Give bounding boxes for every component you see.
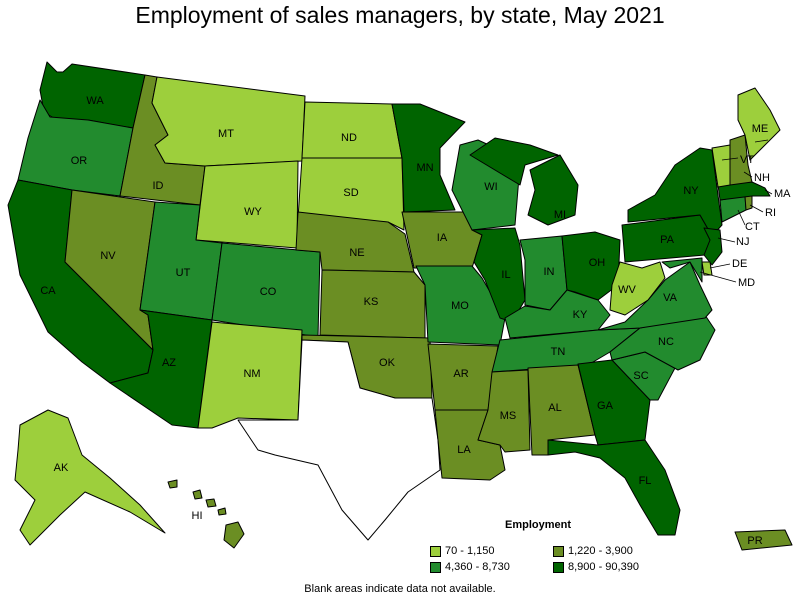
label-nj: NJ	[736, 236, 749, 248]
label-vt: VT	[740, 154, 754, 166]
state-nm[interactable]	[197, 321, 303, 429]
label-ct: CT	[745, 221, 760, 233]
legend-label-c1: 70 - 1,150	[445, 545, 495, 557]
state-mt[interactable]	[151, 76, 306, 167]
state-mo[interactable]	[415, 265, 506, 346]
label-md: MD	[738, 277, 755, 289]
legend-title: Employment	[505, 519, 572, 531]
label-hi: HI	[192, 510, 203, 522]
state-fl[interactable]	[547, 439, 681, 536]
state-ks[interactable]	[319, 269, 426, 339]
state-wv[interactable]	[609, 261, 666, 316]
label-ma: MA	[774, 188, 791, 200]
state-co[interactable]	[211, 242, 321, 338]
legend-swatch-c4	[553, 561, 564, 573]
state-hi[interactable]	[167, 479, 245, 549]
state-md[interactable]	[661, 257, 703, 283]
label-nh: NH	[754, 172, 770, 184]
state-ri[interactable]	[744, 195, 753, 211]
legend-label-c3: 4,360 - 8,730	[445, 561, 510, 573]
state-ny[interactable]	[627, 147, 723, 237]
legend-swatch-c1	[430, 545, 441, 557]
legend-swatch-c2	[553, 545, 564, 557]
legend-item-c4: 8,900 - 90,390	[553, 561, 639, 573]
state-nd[interactable]	[301, 101, 403, 159]
state-ak[interactable]	[14, 409, 166, 546]
state-nh[interactable]	[729, 134, 753, 186]
leader-lines	[699, 139, 773, 283]
label-de: DE	[732, 258, 747, 270]
state-pr[interactable]	[734, 529, 793, 551]
state-va[interactable]	[597, 261, 713, 331]
label-ri: RI	[765, 207, 776, 219]
legend-label-c2: 1,220 - 3,900	[568, 545, 633, 557]
state-mi[interactable]	[469, 137, 579, 226]
state-ky[interactable]	[504, 289, 611, 339]
state-pa[interactable]	[621, 214, 713, 263]
state-me[interactable]	[737, 87, 781, 161]
legend-item-c2: 1,220 - 3,900	[553, 545, 633, 557]
state-wy[interactable]	[195, 160, 299, 249]
legend-item-c3: 4,360 - 8,730	[430, 561, 510, 573]
state-tx[interactable]	[237, 339, 441, 541]
state-mn[interactable]	[391, 103, 466, 213]
state-sd[interactable]	[297, 157, 405, 231]
legend-swatch-c3	[430, 561, 441, 573]
state-ar[interactable]	[427, 343, 499, 411]
state-nj[interactable]	[703, 227, 723, 266]
legend-label-c4: 8,900 - 90,390	[568, 561, 639, 573]
footnote: Blank areas indicate data not available.	[304, 583, 496, 595]
map-title: Employment of sales managers, by state, …	[135, 2, 665, 28]
legend-item-c1: 70 - 1,150	[430, 545, 495, 557]
